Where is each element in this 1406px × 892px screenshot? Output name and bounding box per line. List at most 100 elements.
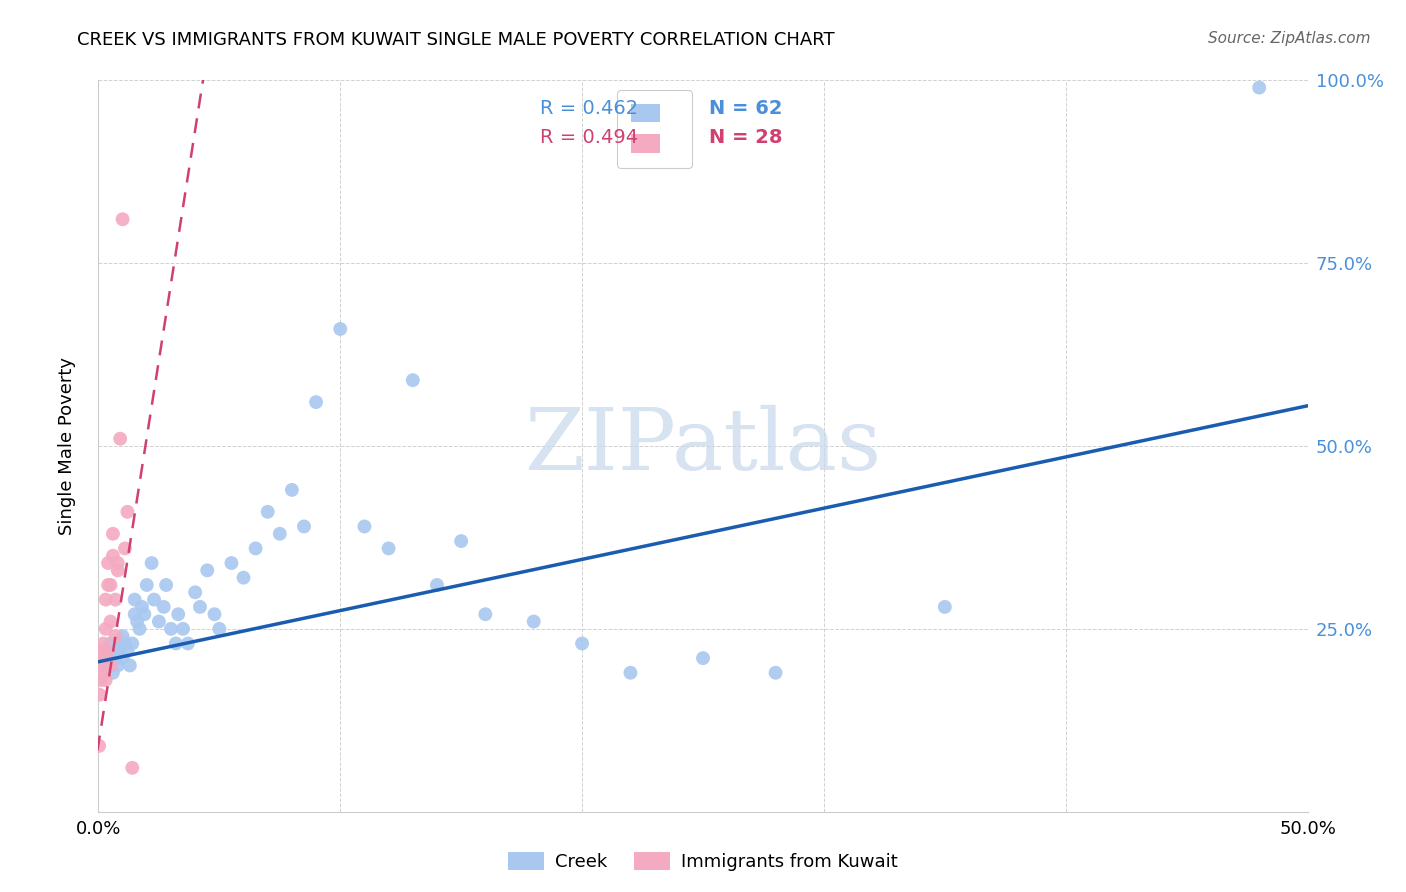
Point [100, 636, 122, 650]
Point [232, 571, 254, 585]
Point [91, 665, 114, 680]
Point [108, 636, 131, 650]
Point [94, 673, 117, 687]
Point [188, 599, 211, 614]
Point [148, 615, 170, 629]
Point [104, 592, 127, 607]
Point [571, 636, 593, 650]
Point [523, 615, 546, 629]
Text: N = 28: N = 28 [709, 128, 783, 147]
Point [114, 636, 136, 650]
Point [101, 549, 124, 563]
Point [108, 432, 131, 446]
Point [245, 541, 267, 556]
Point [177, 636, 200, 650]
Point [107, 556, 129, 570]
Y-axis label: Single Male Poverty: Single Male Poverty [58, 357, 76, 535]
Point [124, 592, 146, 607]
Point [281, 483, 304, 497]
Point [100, 658, 122, 673]
Point [97, 578, 120, 592]
Point [221, 556, 243, 570]
Point [172, 622, 194, 636]
Point [89, 688, 111, 702]
Point [765, 665, 787, 680]
Point [127, 615, 149, 629]
Point [474, 607, 496, 622]
Point [934, 599, 956, 614]
Point [167, 607, 190, 622]
Point [160, 622, 183, 636]
Point [117, 505, 139, 519]
Point [107, 644, 129, 658]
Point [135, 578, 157, 592]
Point [619, 665, 641, 680]
Point [195, 563, 218, 577]
Point [118, 658, 141, 673]
Point [204, 607, 226, 622]
Point [97, 651, 120, 665]
Point [101, 665, 124, 680]
Point [256, 505, 278, 519]
Point [143, 592, 166, 607]
Point [107, 563, 129, 577]
Point [100, 615, 122, 629]
Point [128, 622, 150, 636]
Point [121, 761, 143, 775]
Point [131, 599, 153, 614]
Point [152, 599, 174, 614]
Point [111, 629, 134, 643]
Point [97, 644, 120, 658]
Point [111, 212, 134, 227]
Point [329, 322, 352, 336]
Point [377, 541, 399, 556]
Point [117, 644, 139, 658]
Point [94, 622, 117, 636]
Point [89, 739, 111, 753]
Point [165, 636, 187, 650]
Point [121, 636, 143, 650]
Text: Source: ZipAtlas.com: Source: ZipAtlas.com [1208, 31, 1371, 46]
Point [305, 395, 328, 409]
Point [124, 607, 146, 622]
Legend: Creek, Immigrants from Kuwait: Creek, Immigrants from Kuwait [501, 846, 905, 879]
Point [353, 519, 375, 533]
Point [426, 578, 449, 592]
Point [90, 673, 112, 687]
Point [94, 592, 117, 607]
Text: R = 0.494: R = 0.494 [540, 128, 638, 147]
Point [1249, 80, 1271, 95]
Point [141, 556, 163, 570]
Point [94, 644, 117, 658]
Point [402, 373, 425, 387]
Point [101, 526, 124, 541]
Point [692, 651, 714, 665]
Point [155, 578, 177, 592]
Point [90, 658, 112, 673]
Point [97, 556, 120, 570]
Point [134, 607, 156, 622]
Text: CREEK VS IMMIGRANTS FROM KUWAIT SINGLE MALE POVERTY CORRELATION CHART: CREEK VS IMMIGRANTS FROM KUWAIT SINGLE M… [77, 31, 835, 49]
Text: ZIPatlas: ZIPatlas [524, 404, 882, 488]
Point [100, 658, 122, 673]
Point [91, 651, 114, 665]
Point [208, 622, 231, 636]
Text: R = 0.462: R = 0.462 [540, 99, 638, 118]
Point [111, 651, 134, 665]
Point [114, 541, 136, 556]
Point [90, 644, 112, 658]
Point [292, 519, 315, 533]
Point [100, 578, 122, 592]
Point [450, 534, 472, 549]
Point [90, 658, 112, 673]
Point [104, 629, 127, 643]
Point [184, 585, 207, 599]
Point [104, 651, 127, 665]
Text: N = 62: N = 62 [709, 99, 783, 118]
Point [91, 636, 114, 650]
Legend:  ,  : , [617, 90, 692, 168]
Point [269, 526, 291, 541]
Point [91, 651, 114, 665]
Point [104, 644, 127, 658]
Point [107, 658, 129, 673]
